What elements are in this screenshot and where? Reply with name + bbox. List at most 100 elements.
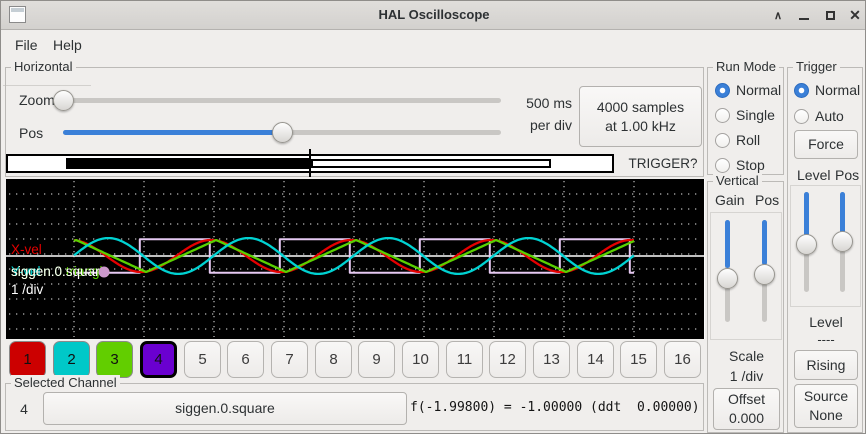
channel-button-9[interactable]: 9 — [358, 341, 395, 378]
menubar-underline — [3, 85, 91, 86]
scope-label-1: X-vel — [11, 242, 42, 257]
rollup-icon: ∧ — [773, 9, 783, 22]
radio-icon — [715, 157, 730, 173]
scope-label-4: siggen.0.square — [11, 264, 107, 279]
samples-button[interactable]: 4000 samples at 1.00 kHz — [579, 86, 702, 147]
selected-channel-group: Selected Channel 4 siggen.0.square f(-1.… — [5, 375, 704, 431]
zoom-label: Zoom — [19, 92, 55, 108]
run-mode-stop[interactable]: Stop — [715, 157, 765, 173]
app-icon — [9, 6, 26, 23]
scale-label: Scale — [728, 348, 765, 364]
radio-selected-icon — [794, 82, 809, 98]
offset-button[interactable]: Offset 0.000 — [713, 388, 780, 430]
selected-sample-marker — [98, 266, 110, 278]
vertical-pos-label: Pos — [755, 192, 780, 208]
run-mode-roll[interactable]: Roll — [715, 132, 760, 148]
run-mode-normal[interactable]: Normal — [715, 82, 781, 98]
trigger-position-marker — [309, 149, 311, 177]
vertical-sliders-frame — [710, 212, 782, 340]
close-icon: ✕ — [849, 6, 861, 23]
level-slider-fill — [804, 192, 809, 238]
scope-label-2: Y-vel — [11, 264, 41, 279]
trigger-normal[interactable]: Normal — [794, 82, 860, 98]
channel-source-button[interactable]: siggen.0.square — [43, 392, 407, 425]
samples-line1: 4000 samples — [596, 98, 685, 115]
channel-button-13[interactable]: 13 — [533, 341, 570, 378]
channel-button-7[interactable]: 7 — [271, 341, 308, 378]
trigger-pos-slider-fill — [840, 192, 845, 236]
close-button[interactable]: ✕ — [844, 1, 865, 29]
waveform-siggen.0.triangle — [73, 238, 635, 273]
level-value-label: Level — [809, 314, 843, 330]
vertical-group: Vertical Gain Pos Scale 1 /div Offset 0.… — [707, 173, 784, 433]
level-slider-handle[interactable] — [796, 234, 817, 255]
waveform-siggen.0.square — [74, 238, 634, 274]
vertical-pos-slider-handle[interactable] — [754, 264, 775, 285]
trigger-status-label: TRIGGER? — [628, 156, 698, 171]
channel-button-5[interactable]: 5 — [184, 341, 221, 378]
channel-button-12[interactable]: 12 — [489, 341, 526, 378]
channel-button-11[interactable]: 11 — [446, 341, 483, 378]
channel-button-3[interactable]: 3 — [96, 341, 133, 378]
channel-button-6[interactable]: 6 — [227, 341, 264, 378]
source-line2: None — [809, 407, 843, 423]
force-button[interactable]: Force — [794, 130, 858, 159]
trigger-pos-slider-handle[interactable] — [832, 231, 853, 252]
run-mode-single[interactable]: Single — [715, 107, 775, 123]
horizontal-group: Horizontal — [5, 59, 704, 177]
channel-button-2[interactable]: 2 — [53, 341, 90, 378]
gain-slider-fill — [725, 220, 730, 268]
gain-slider-handle[interactable] — [717, 268, 738, 289]
radio-selected-icon — [715, 82, 730, 98]
trigger-pos-label: Pos — [835, 167, 860, 183]
titlebar[interactable]: HAL Oscilloscope ∧ ✕ — [1, 1, 865, 30]
channel-button-16[interactable]: 16 — [664, 341, 701, 378]
pos-slider-fill — [63, 130, 282, 135]
vertical-legend: Vertical — [713, 173, 762, 188]
radio-icon — [715, 107, 730, 123]
pos-label: Pos — [19, 125, 44, 141]
channel-button-8[interactable]: 8 — [315, 341, 352, 378]
minimize-button[interactable] — [793, 1, 815, 29]
zoom-slider-track[interactable] — [56, 98, 501, 103]
source-button[interactable]: Source None — [794, 384, 858, 428]
source-line1: Source — [803, 388, 849, 405]
maximize-button[interactable] — [819, 1, 841, 29]
horizontal-legend: Horizontal — [11, 59, 76, 74]
rollup-button[interactable]: ∧ — [767, 1, 789, 29]
channel-button-10[interactable]: 10 — [402, 341, 439, 378]
scope-canvas: X-vel Y-velsiggen.0.trianglesiggen.0.squa… — [6, 181, 704, 337]
time-per-div-line1: 500 ms — [526, 95, 572, 111]
scope-label-3: siggen.0.triangle — [11, 264, 110, 279]
menu-help[interactable]: Help — [53, 37, 82, 53]
time-per-div-line2: per div — [529, 117, 572, 133]
run-mode-group: Run Mode Normal Single Roll Stop — [707, 59, 784, 175]
menu-file[interactable]: File — [15, 37, 38, 53]
trigger-group: Trigger Normal Auto Force Level Pos Leve… — [787, 59, 863, 433]
scope-label-5: 1 /div — [11, 282, 44, 297]
scope-display: X-vel Y-vel siggen.0.triangle siggen.0.squa… — [6, 179, 705, 339]
run-mode-legend: Run Mode — [713, 59, 779, 74]
channel-value-readout: f(-1.99800) = -1.00000 (ddt 0.00000) — [410, 400, 700, 415]
trigger-legend: Trigger — [793, 59, 840, 74]
trigger-level-label: Level — [797, 167, 831, 183]
channel-button-4[interactable]: 4 — [140, 341, 177, 378]
maximize-icon — [825, 10, 835, 20]
channel-button-1[interactable]: 1 — [9, 341, 46, 378]
minimize-icon — [799, 18, 809, 20]
zoom-slider-handle[interactable] — [53, 90, 74, 111]
samples-line2: at 1.00 kHz — [605, 117, 676, 134]
vertical-pos-slider-fill — [762, 220, 767, 265]
selected-channel-number: 4 — [20, 401, 28, 417]
scale-value: 1 /div — [729, 368, 764, 384]
offset-line2: 0.000 — [728, 410, 765, 426]
edge-button[interactable]: Rising — [794, 350, 858, 380]
radio-icon — [794, 108, 809, 124]
trigger-auto[interactable]: Auto — [794, 108, 844, 124]
selected-channel-legend: Selected Channel — [11, 375, 120, 390]
record-pending-segment — [311, 159, 551, 168]
channel-button-14[interactable]: 14 — [577, 341, 614, 378]
channel-button-15[interactable]: 15 — [620, 341, 657, 378]
pos-slider-handle[interactable] — [272, 122, 293, 143]
